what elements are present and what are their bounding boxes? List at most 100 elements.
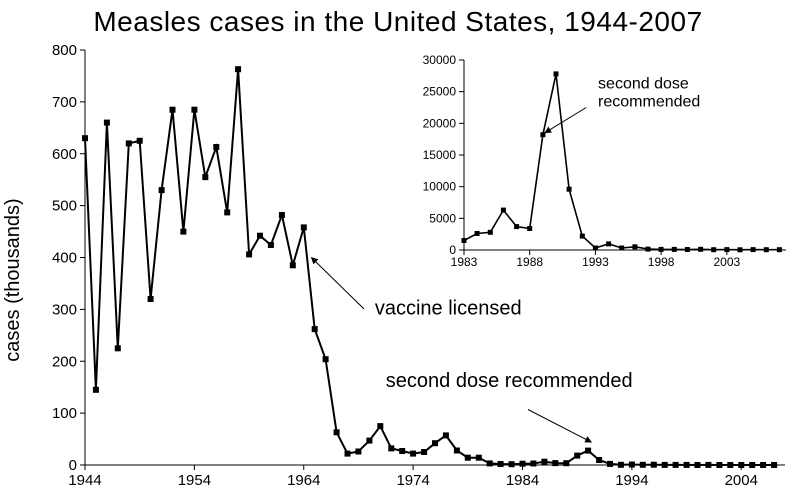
data-marker <box>540 132 545 137</box>
data-marker <box>137 138 143 144</box>
data-marker <box>246 251 252 257</box>
chart-canvas: 0100200300400500600700800194419541964197… <box>0 0 796 500</box>
data-marker <box>476 455 482 461</box>
annotation-text: second dose recommended <box>386 370 633 392</box>
data-marker <box>698 247 703 252</box>
y-tick-label: 10000 <box>423 180 457 194</box>
data-marker <box>530 461 536 467</box>
data-marker <box>312 326 318 332</box>
annotation-arrow <box>528 409 591 442</box>
data-marker <box>487 460 493 466</box>
data-marker <box>662 462 668 468</box>
data-marker <box>148 296 154 302</box>
data-marker <box>764 247 769 252</box>
x-tick-label: 1983 <box>451 255 478 269</box>
data-marker <box>619 246 624 251</box>
data-marker <box>366 438 372 444</box>
data-marker <box>554 71 559 76</box>
x-tick-label: 1993 <box>582 255 609 269</box>
data-marker <box>180 229 186 235</box>
data-marker <box>443 432 449 438</box>
data-marker <box>235 66 241 72</box>
x-tick-label: 1988 <box>516 255 543 269</box>
data-marker <box>454 448 460 454</box>
data-marker <box>563 460 569 466</box>
chart-title: Measles cases in the United States, 1944… <box>0 6 796 38</box>
data-marker <box>629 462 635 468</box>
data-marker <box>607 461 613 467</box>
x-tick-label: 1944 <box>68 472 101 489</box>
x-tick-label: 1984 <box>506 472 539 489</box>
y-tick-label: 500 <box>52 198 77 215</box>
data-marker <box>527 226 532 231</box>
data-marker <box>777 247 782 252</box>
data-marker <box>606 241 611 246</box>
data-marker <box>159 187 165 193</box>
data-marker <box>290 262 296 268</box>
data-marker <box>498 461 504 467</box>
data-marker <box>82 135 88 141</box>
data-marker <box>541 459 547 465</box>
data-marker <box>279 212 285 218</box>
data-marker <box>93 387 99 393</box>
data-marker <box>672 247 677 252</box>
data-marker <box>567 187 572 192</box>
data-marker <box>462 238 467 243</box>
y-tick-label: 800 <box>52 42 77 59</box>
data-marker <box>673 462 679 468</box>
data-marker <box>760 462 766 468</box>
data-marker <box>705 462 711 468</box>
data-marker <box>257 233 263 239</box>
data-marker <box>552 460 558 466</box>
annotation-text: second doserecommended <box>598 76 700 111</box>
data-marker <box>213 144 219 150</box>
data-marker <box>771 462 777 468</box>
data-marker <box>738 462 744 468</box>
data-marker <box>377 423 383 429</box>
y-tick-label: 400 <box>52 250 77 267</box>
x-tick-label: 2004 <box>725 472 758 489</box>
data-marker <box>345 451 351 457</box>
data-marker <box>191 107 197 113</box>
data-marker <box>632 244 637 249</box>
y-tick-label: 15000 <box>423 148 457 162</box>
data-marker <box>115 345 121 351</box>
data-marker <box>432 440 438 446</box>
y-axis-label: cases (thousands) <box>2 198 25 361</box>
annotation-text: vaccine licensed <box>375 298 522 320</box>
data-marker <box>724 247 729 252</box>
data-marker <box>520 461 526 467</box>
data-marker <box>465 455 471 461</box>
data-marker <box>488 230 493 235</box>
data-marker <box>421 449 427 455</box>
data-marker <box>651 462 657 468</box>
y-tick-label: 200 <box>52 353 77 370</box>
data-marker <box>509 461 515 467</box>
data-marker <box>738 247 743 252</box>
y-tick-label: 300 <box>52 301 77 318</box>
y-tick-label: 20000 <box>423 116 457 130</box>
data-marker <box>323 356 329 362</box>
data-marker <box>170 107 176 113</box>
data-marker <box>749 462 755 468</box>
data-marker <box>585 448 591 454</box>
data-marker <box>711 247 716 252</box>
y-tick-label: 5000 <box>429 211 456 225</box>
data-marker <box>751 247 756 252</box>
data-marker <box>268 242 274 248</box>
x-tick-label: 1994 <box>615 472 648 489</box>
data-marker <box>618 462 624 468</box>
data-marker <box>388 445 394 451</box>
data-marker <box>640 462 646 468</box>
data-marker <box>695 462 701 468</box>
data-marker <box>593 246 598 251</box>
data-marker <box>334 429 340 435</box>
y-tick-label: 700 <box>52 94 77 111</box>
x-tick-label: 1964 <box>287 472 320 489</box>
annotation-arrow <box>311 258 364 309</box>
data-marker <box>399 448 405 454</box>
data-marker <box>596 457 602 463</box>
x-tick-label: 1954 <box>178 472 211 489</box>
data-marker <box>126 140 132 146</box>
data-marker <box>410 451 416 457</box>
